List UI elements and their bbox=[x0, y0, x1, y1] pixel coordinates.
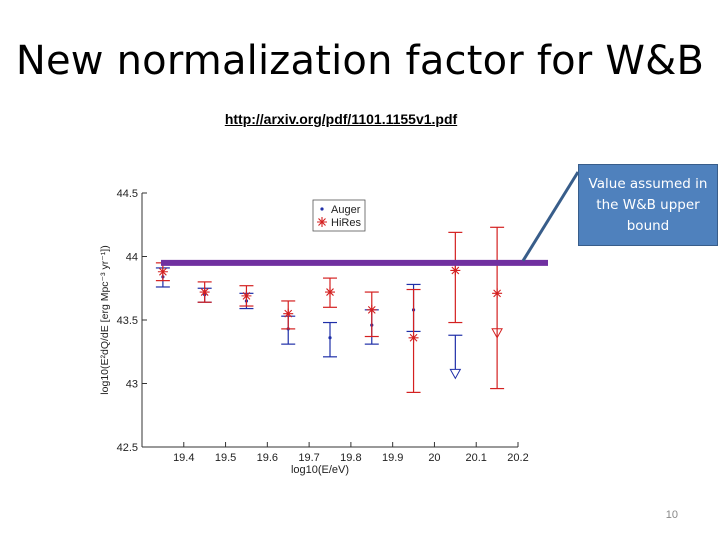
x-tick-label: 19.6 bbox=[257, 452, 278, 464]
x-tick-label: 19.4 bbox=[173, 452, 194, 464]
callout-pointer bbox=[521, 171, 580, 262]
value-callout: Value assumed in the W&B upper bound bbox=[578, 164, 718, 246]
hires-point bbox=[281, 300, 296, 330]
x-tick-label: 20.1 bbox=[466, 452, 487, 464]
y-tick-label: 42.5 bbox=[117, 442, 138, 454]
legend-hires-marker bbox=[317, 217, 327, 227]
legend-label: Auger bbox=[331, 204, 361, 216]
hires-point bbox=[239, 285, 254, 307]
slide-title: New normalization factor for W&B bbox=[15, 38, 705, 84]
hires-marker bbox=[199, 287, 210, 298]
legend-auger-marker bbox=[320, 207, 324, 211]
hires-point bbox=[323, 277, 337, 308]
x-tick-label: 19.5 bbox=[215, 452, 236, 464]
hires-marker bbox=[241, 290, 252, 301]
page-number: 10 bbox=[665, 509, 678, 521]
y-tick-label: 44 bbox=[126, 252, 138, 264]
legend-label: HiRes bbox=[331, 217, 361, 229]
upper-limit-marker bbox=[449, 368, 462, 380]
hires-point bbox=[491, 328, 503, 339]
x-tick-label: 19.9 bbox=[382, 452, 403, 464]
hires-marker bbox=[283, 308, 294, 319]
hires-point bbox=[364, 291, 379, 338]
y-tick-label: 43.5 bbox=[117, 315, 138, 327]
x-tick-label: 19.7 bbox=[298, 452, 319, 464]
y-axis-label: log10(E²dQ/dE [erg Mpc⁻³ yr⁻¹]) bbox=[99, 245, 111, 394]
hires-point bbox=[490, 226, 505, 390]
y-tick-label: 43 bbox=[126, 379, 138, 391]
hires-point bbox=[406, 288, 421, 393]
hires-marker bbox=[157, 266, 168, 277]
auger-marker bbox=[328, 336, 332, 340]
auger-point bbox=[323, 321, 337, 358]
hires-marker bbox=[492, 288, 503, 299]
y-tick-label: 44.5 bbox=[117, 188, 138, 200]
hires-marker bbox=[408, 332, 419, 343]
upper-limit-marker bbox=[491, 328, 503, 339]
x-tick-label: 19.8 bbox=[340, 452, 361, 464]
x-tick-label: 20.2 bbox=[507, 452, 528, 464]
hires-marker bbox=[366, 304, 377, 315]
hires-marker bbox=[325, 287, 335, 298]
hires-point bbox=[448, 231, 463, 324]
x-axis-label: log10(E/eV) bbox=[291, 464, 349, 476]
arxiv-link[interactable]: http://arxiv.org/pdf/1101.1155v1.pdf bbox=[224, 111, 458, 127]
hires-marker bbox=[450, 265, 461, 276]
auger-point bbox=[448, 334, 463, 380]
hires-point bbox=[197, 281, 212, 303]
x-tick-label: 20 bbox=[428, 452, 440, 464]
